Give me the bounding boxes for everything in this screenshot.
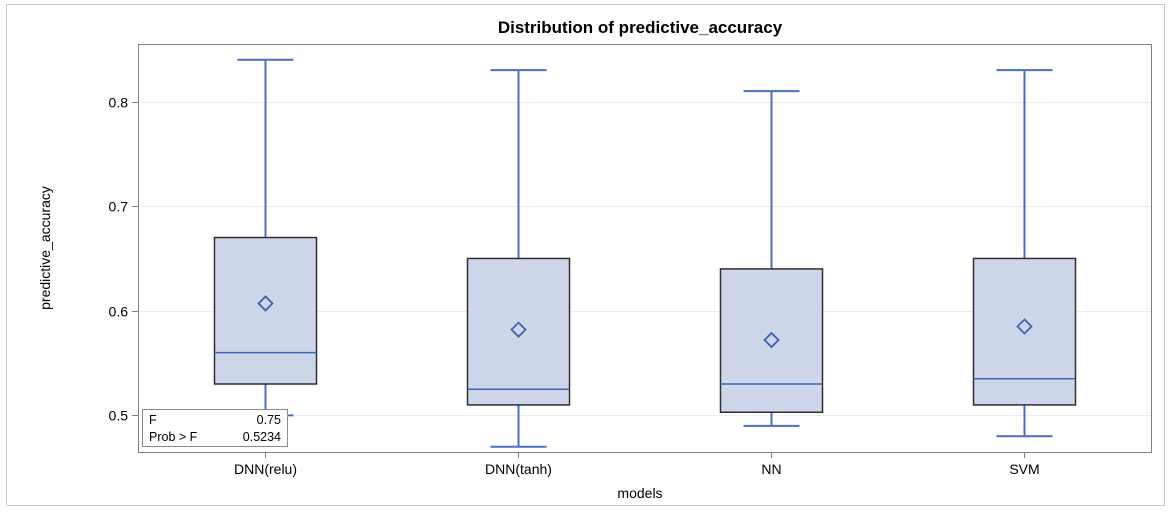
chart-title: Distribution of predictive_accuracy <box>498 18 783 37</box>
y-tick-label: 0.8 <box>109 95 129 111</box>
x-axis-ticks: DNN(relu) DNN(tanh) NN SVM <box>234 452 1040 477</box>
box-body <box>719 268 824 413</box>
box-group <box>972 69 1077 438</box>
box-body <box>466 257 571 406</box>
stats-f-label: F <box>149 413 157 427</box>
y-tick-label: 0.6 <box>109 304 129 320</box>
box-group <box>466 69 571 448</box>
mean-marker <box>763 331 780 349</box>
x-tick-label: DNN(tanh) <box>485 461 552 477</box>
y-axis-label: predictive_accuracy <box>37 186 53 310</box>
y-axis-ticks: 0.5 0.6 0.7 0.8 <box>109 95 138 424</box>
y-tick-label: 0.5 <box>109 408 129 424</box>
stats-f-value: 0.75 <box>257 413 281 427</box>
x-tick-label: DNN(relu) <box>234 461 297 477</box>
box-body <box>972 257 1077 406</box>
stats-prob-label: Prob > F <box>149 430 198 444</box>
box-group <box>719 90 824 427</box>
stats-inset-box <box>142 409 288 447</box>
mean-marker <box>257 295 274 312</box>
mean-marker <box>1016 318 1033 335</box>
mean-marker <box>510 321 527 338</box>
plot-frame <box>138 44 1152 453</box>
box-group <box>213 58 318 417</box>
stats-inset: F 0.75 Prob > F 0.5234 <box>142 409 288 447</box>
outer-border <box>6 4 1165 506</box>
x-tick-label: SVM <box>1009 461 1039 477</box>
y-tick-label: 0.7 <box>109 199 129 215</box>
x-tick-label: NN <box>761 461 781 477</box>
stats-prob-value: 0.5234 <box>243 430 281 444</box>
x-axis-label: models <box>617 485 662 501</box>
boxes <box>213 58 1077 448</box>
